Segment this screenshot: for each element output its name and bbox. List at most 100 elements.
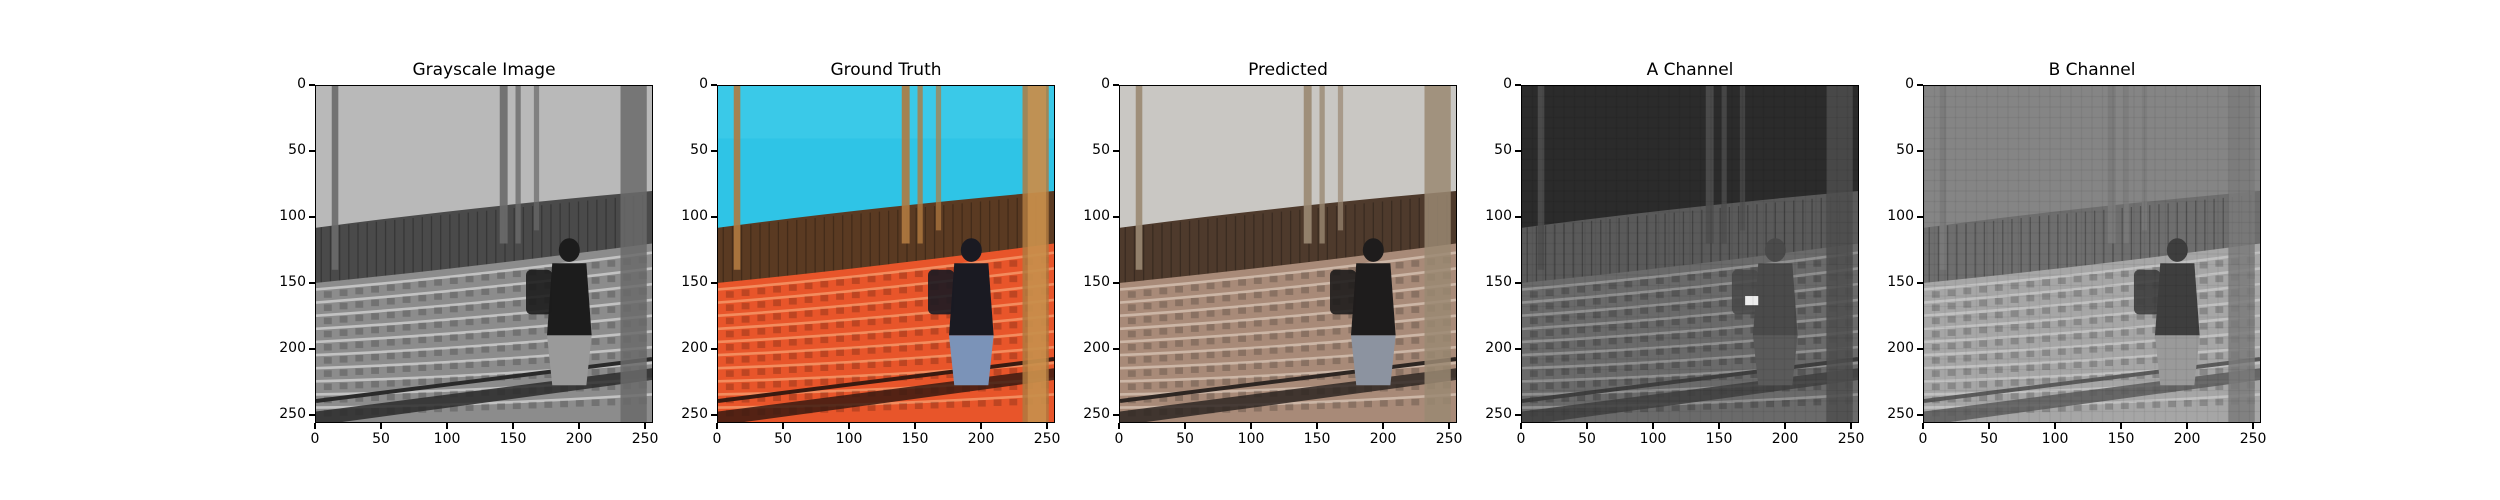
x-tick bbox=[782, 423, 784, 429]
y-tick bbox=[711, 84, 717, 86]
x-tick bbox=[1520, 423, 1522, 429]
x-tick bbox=[1184, 423, 1186, 429]
x-tick-label: 200 bbox=[565, 431, 593, 447]
x-tick bbox=[1382, 423, 1384, 429]
y-tick-label: 250 bbox=[1887, 406, 1914, 423]
y-tick bbox=[309, 348, 315, 350]
x-tick bbox=[578, 423, 580, 429]
x-tick-label: 100 bbox=[433, 431, 461, 447]
y-tick bbox=[1113, 348, 1119, 350]
y-tick-label: 150 bbox=[1485, 274, 1512, 291]
y-tick bbox=[1515, 216, 1521, 218]
x-tick bbox=[380, 423, 382, 429]
y-tick-label: 250 bbox=[681, 406, 708, 423]
x-tick-label: 100 bbox=[835, 431, 863, 447]
panel-title: A Channel bbox=[1646, 60, 1734, 80]
y-tick-label: 200 bbox=[1083, 340, 1110, 357]
x-tick-label: 0 bbox=[1918, 431, 1928, 447]
x-tick bbox=[1250, 423, 1252, 429]
x-tick-label: 0 bbox=[712, 431, 722, 447]
x-tick bbox=[314, 423, 316, 429]
panel-title: Grayscale Image bbox=[412, 60, 556, 80]
x-tick bbox=[1784, 423, 1786, 429]
x-tick bbox=[1448, 423, 1450, 429]
x-tick bbox=[1118, 423, 1120, 429]
x-tick-label: 200 bbox=[967, 431, 995, 447]
y-tick-label: 250 bbox=[1083, 406, 1110, 423]
x-tick bbox=[1850, 423, 1852, 429]
panel-title: B Channel bbox=[2048, 60, 2136, 80]
x-tick bbox=[2252, 423, 2254, 429]
y-tick-label: 50 bbox=[690, 142, 708, 159]
x-tick bbox=[2054, 423, 2056, 429]
x-tick-label: 100 bbox=[1639, 431, 1667, 447]
x-tick-label: 0 bbox=[310, 431, 320, 447]
y-tick-label: 150 bbox=[681, 274, 708, 291]
x-tick bbox=[848, 423, 850, 429]
y-tick bbox=[711, 282, 717, 284]
x-tick-label: 150 bbox=[499, 431, 527, 447]
x-tick bbox=[716, 423, 718, 429]
y-tick-label: 200 bbox=[1485, 340, 1512, 357]
y-tick-label: 0 bbox=[1101, 76, 1110, 92]
x-tick-label: 100 bbox=[1237, 431, 1265, 447]
y-tick bbox=[1113, 282, 1119, 284]
y-tick bbox=[1113, 150, 1119, 152]
y-tick-label: 0 bbox=[297, 76, 306, 92]
x-tick-label: 0 bbox=[1114, 431, 1124, 447]
y-tick-label: 100 bbox=[681, 208, 708, 225]
panel-title: Predicted bbox=[1248, 60, 1328, 80]
image-panel-a-channel bbox=[1521, 85, 1859, 423]
y-tick bbox=[711, 216, 717, 218]
y-tick bbox=[309, 414, 315, 416]
y-tick-label: 100 bbox=[1887, 208, 1914, 225]
y-tick-label: 200 bbox=[1887, 340, 1914, 357]
y-tick bbox=[1917, 348, 1923, 350]
y-tick bbox=[1917, 150, 1923, 152]
x-tick bbox=[446, 423, 448, 429]
y-tick bbox=[711, 348, 717, 350]
y-tick-label: 0 bbox=[1503, 76, 1512, 92]
image-panel-b-channel bbox=[1923, 85, 2261, 423]
y-tick bbox=[309, 150, 315, 152]
x-tick-label: 200 bbox=[1771, 431, 1799, 447]
x-tick-label: 200 bbox=[1369, 431, 1397, 447]
x-tick-label: 50 bbox=[1980, 431, 1998, 447]
y-tick-label: 50 bbox=[1494, 142, 1512, 159]
y-tick bbox=[1917, 84, 1923, 86]
x-tick bbox=[512, 423, 514, 429]
y-tick bbox=[1113, 414, 1119, 416]
y-tick-label: 50 bbox=[1092, 142, 1110, 159]
y-tick-label: 150 bbox=[279, 274, 306, 291]
y-tick-label: 100 bbox=[1485, 208, 1512, 225]
y-tick bbox=[309, 282, 315, 284]
x-tick-label: 150 bbox=[2107, 431, 2135, 447]
x-tick bbox=[914, 423, 916, 429]
y-tick bbox=[1917, 414, 1923, 416]
y-tick-label: 200 bbox=[279, 340, 306, 357]
x-tick-label: 50 bbox=[1176, 431, 1194, 447]
x-tick bbox=[1988, 423, 1990, 429]
x-tick bbox=[1718, 423, 1720, 429]
panel-title: Ground Truth bbox=[830, 60, 942, 80]
y-tick bbox=[1917, 282, 1923, 284]
x-tick-label: 100 bbox=[2041, 431, 2069, 447]
y-tick-label: 100 bbox=[1083, 208, 1110, 225]
y-tick bbox=[1917, 216, 1923, 218]
y-tick bbox=[1515, 84, 1521, 86]
x-tick bbox=[1316, 423, 1318, 429]
y-tick bbox=[309, 216, 315, 218]
y-tick-label: 50 bbox=[288, 142, 306, 159]
y-tick-label: 50 bbox=[1896, 142, 1914, 159]
x-tick bbox=[1586, 423, 1588, 429]
image-panel-ground-truth bbox=[717, 85, 1055, 423]
y-tick-label: 150 bbox=[1083, 274, 1110, 291]
x-tick bbox=[1046, 423, 1048, 429]
y-tick-label: 250 bbox=[1485, 406, 1512, 423]
x-tick bbox=[980, 423, 982, 429]
y-tick bbox=[1515, 150, 1521, 152]
y-tick-label: 100 bbox=[279, 208, 306, 225]
y-tick-label: 150 bbox=[1887, 274, 1914, 291]
x-tick-label: 250 bbox=[1837, 431, 1865, 447]
